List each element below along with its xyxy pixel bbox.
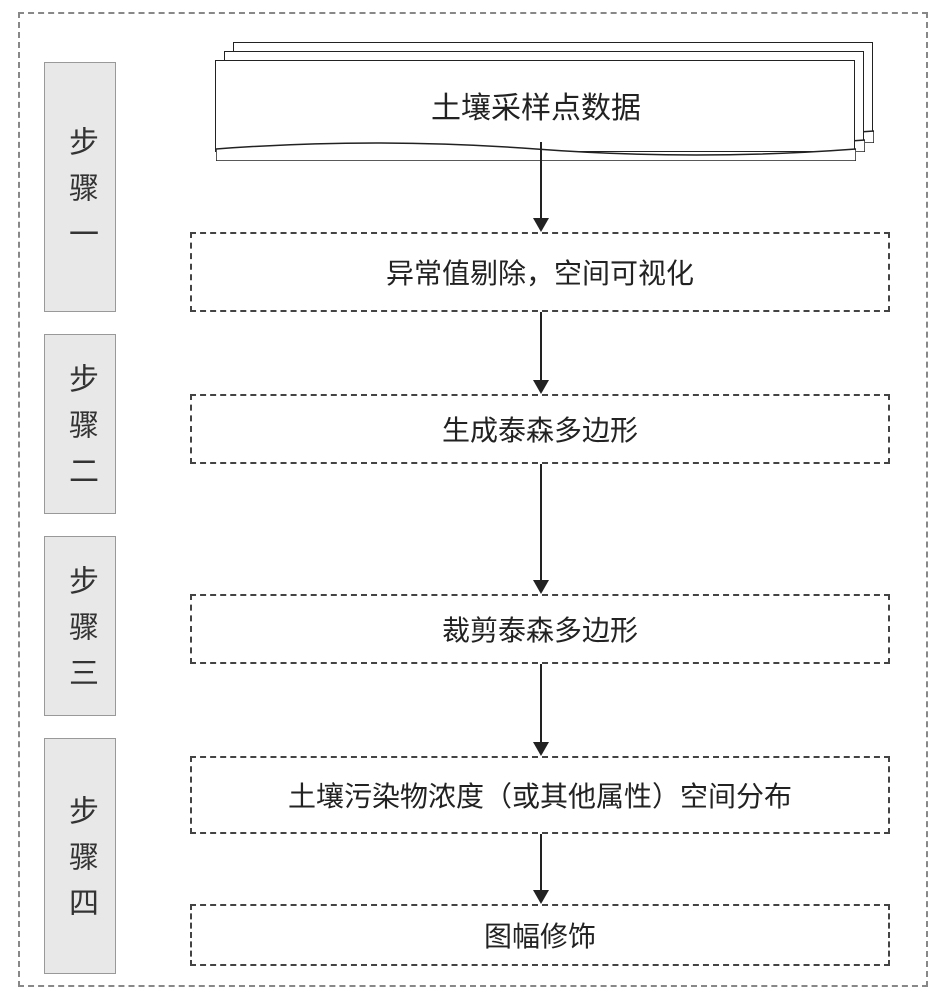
arrow-head-icon [533,742,549,756]
step-label-text: 步骤一 [58,126,102,264]
arrow-head-icon [533,580,549,594]
step-label-3: 步骤三 [44,536,116,716]
arrow-head-icon [533,380,549,394]
process-label: 异常值剔除，空间可视化 [386,252,694,292]
process-box-outlier-removal: 异常值剔除，空间可视化 [190,232,890,312]
process-label: 土壤污染物浓度（或其他属性）空间分布 [288,775,792,815]
step-label-1: 步骤一 [44,62,116,312]
step-label-text: 步骤三 [58,565,102,703]
flowchart-frame: 步骤一 步骤二 步骤三 步骤四 土壤采样点数据 异常值剔除，空间可视化 [18,12,928,987]
arrow-head-icon [533,890,549,904]
process-box-spatial-distribution: 土壤污染物浓度（或其他属性）空间分布 [190,756,890,834]
step-label-2: 步骤二 [44,334,116,514]
process-box-map-decoration: 图幅修饰 [190,904,890,966]
doc-wave-icon [216,141,856,161]
process-label: 生成泰森多边形 [442,409,638,449]
arrow-line [540,464,542,590]
step-label-text: 步骤二 [58,363,102,501]
arrow-line [540,312,542,390]
arrow-head-icon [533,218,549,232]
process-label: 裁剪泰森多边形 [442,609,638,649]
process-box-generate-thiessen: 生成泰森多边形 [190,394,890,464]
step-label-4: 步骤四 [44,738,116,974]
step-label-text: 步骤四 [58,795,102,933]
arrow-line [540,664,542,752]
document-node-label: 土壤采样点数据 [216,83,856,127]
doc-layer-front: 土壤采样点数据 [215,60,855,152]
process-box-clip-thiessen: 裁剪泰森多边形 [190,594,890,664]
process-label: 图幅修饰 [484,915,596,955]
arrow-line [540,142,542,228]
document-node: 土壤采样点数据 [215,42,875,142]
